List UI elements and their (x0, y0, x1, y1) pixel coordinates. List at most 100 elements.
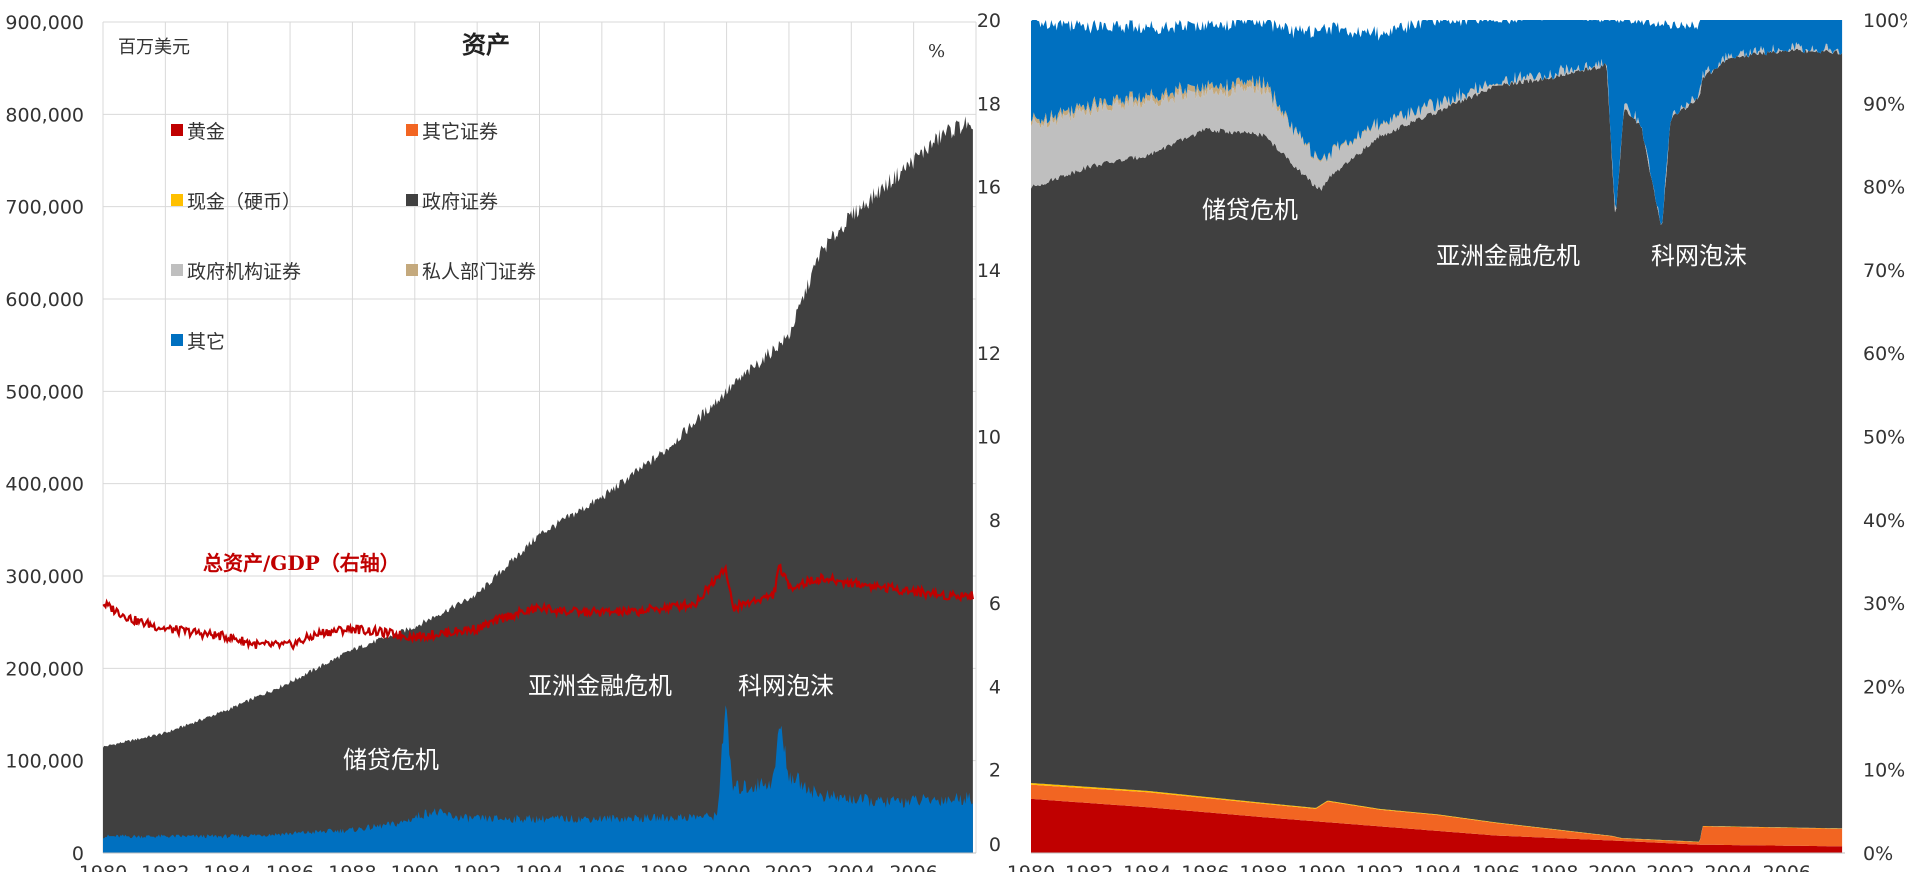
left-x-tick: 1996 (578, 862, 626, 872)
legend: 黄金 其它证券 现金（硬币） 政府证券 政府机构证券 私人部门证券 其它 (171, 121, 536, 353)
left-chart-areas (103, 116, 973, 854)
left-x-tick: 1994 (515, 862, 563, 872)
left-y-tick: 600,000 (5, 289, 84, 311)
right-area-6 (1031, 20, 1843, 225)
right-area-1 (1031, 784, 1843, 847)
left-x-tick: 1998 (640, 862, 688, 872)
left-x-tick: 2000 (702, 862, 750, 872)
legend-label-government: 政府证券 (422, 191, 498, 213)
right-y-tick-right: 10% (1863, 760, 1905, 782)
right-y-tick-right: 40% (1863, 510, 1905, 532)
left-x-tick: 2004 (827, 862, 875, 872)
annotation-asian-crisis-left: 亚洲金融危机 (528, 672, 672, 700)
legend-swatch-cash (171, 194, 183, 206)
right-y-tick-left: 8 (989, 510, 1001, 532)
right-y-tick-left: 0 (989, 834, 1001, 856)
left-right-unit-label: % (928, 41, 945, 62)
legend-label-other: 其它 (187, 331, 225, 353)
left-y-tick: 400,000 (5, 474, 84, 496)
right-x-tick: 1990 (1298, 862, 1346, 872)
left-y-tick: 900,000 (5, 12, 84, 34)
right-x-tick: 2002 (1646, 862, 1694, 872)
right-y-tick-left: 14 (977, 260, 1001, 282)
right-x-tick: 2006 (1763, 862, 1811, 872)
right-area-0 (1031, 798, 1843, 853)
left-y-tick: 700,000 (5, 197, 84, 219)
left-y-tick: 100,000 (5, 751, 84, 773)
right-x-tick: 1982 (1065, 862, 1113, 872)
legend-swatch-other-securities (406, 124, 418, 136)
legend-swatch-private (406, 264, 418, 276)
right-y-tick-right: 50% (1863, 427, 1905, 449)
area-total-assets (103, 116, 973, 854)
left-x-tick: 1992 (453, 862, 501, 872)
left-y-tick: 300,000 (5, 566, 84, 588)
right-y-tick-left: 16 (977, 177, 1001, 199)
ratio-line (102, 563, 974, 651)
annotation-dotcom-right: 科网泡沫 (1651, 242, 1747, 270)
right-y-tick-right: 20% (1863, 676, 1905, 698)
left-x-tick: 1986 (266, 862, 314, 872)
legend-swatch-other (171, 334, 183, 346)
right-x-tick: 1986 (1181, 862, 1229, 872)
left-x-tick: 1982 (141, 862, 189, 872)
right-x-tick: 1984 (1123, 862, 1171, 872)
right-area-4 (1031, 42, 1843, 225)
right-y-tick-left: 4 (989, 676, 1001, 698)
legend-label-gold: 黄金 (187, 121, 225, 143)
left-y-tick: 0 (72, 843, 84, 865)
right-y-tick-right: 90% (1863, 93, 1905, 115)
legend-swatch-agency (171, 264, 183, 276)
left-y-tick: 500,000 (5, 381, 84, 403)
right-y-tick-right: 70% (1863, 260, 1905, 282)
left-chart-ratio-line (102, 563, 974, 651)
left-x-tick: 1980 (79, 862, 127, 872)
right-y-tick-left: 2 (989, 760, 1001, 782)
right-y-tick-left: 12 (977, 343, 1001, 365)
right-y-tick-right: 60% (1863, 343, 1905, 365)
legend-label-private: 私人部门证券 (422, 261, 536, 283)
right-x-tick: 1998 (1530, 862, 1578, 872)
right-x-tick: 1980 (1007, 862, 1055, 872)
legend-label-cash: 现金（硬币） (187, 191, 301, 213)
chart-axes: 0 100,000 200,000 300,000 400,000 500,000 600,… (5, 10, 1907, 872)
annotation-asian-crisis-right: 亚洲金融危机 (1436, 242, 1580, 270)
left-unit-label: 百万美元 (118, 37, 190, 58)
right-area-3 (1031, 48, 1843, 842)
left-x-tick: 1990 (391, 862, 439, 872)
left-x-tick: 2006 (889, 862, 937, 872)
left-x-tick: 2002 (765, 862, 813, 872)
right-area-5 (1031, 42, 1843, 225)
annotation-sl-crisis-left: 储贷危机 (343, 746, 439, 774)
right-x-tick: 1988 (1239, 862, 1287, 872)
right-y-tick-left: 20 (977, 10, 1001, 32)
ratio-label: 总资产/GDP（右轴） (203, 551, 400, 575)
right-y-tick-left: 6 (989, 593, 1001, 615)
annotation-dotcom-left: 科网泡沫 (738, 672, 834, 700)
right-y-tick-right: 30% (1863, 593, 1905, 615)
left-y-tick: 800,000 (5, 104, 84, 126)
right-area-2 (1031, 783, 1843, 843)
annotation-sl-crisis-right: 储贷危机 (1202, 196, 1298, 224)
right-x-tick: 1992 (1356, 862, 1404, 872)
left-x-tick: 1984 (204, 862, 252, 872)
right-x-tick: 2004 (1705, 862, 1753, 872)
right-x-tick: 1996 (1472, 862, 1520, 872)
legend-swatch-gold (171, 124, 183, 136)
right-chart-areas (1031, 20, 1843, 853)
right-x-tick: 1994 (1414, 862, 1462, 872)
legend-label-other-securities: 其它证券 (422, 121, 498, 143)
right-x-tick: 2000 (1588, 862, 1636, 872)
right-y-tick-right: 0% (1863, 843, 1893, 865)
left-chart-title: 资产 (462, 30, 510, 59)
right-y-tick-left: 18 (977, 93, 1001, 115)
area-other-assets (103, 705, 973, 853)
right-y-tick-right: 100% (1863, 10, 1907, 32)
right-y-tick-right: 80% (1863, 177, 1905, 199)
legend-label-agency: 政府机构证券 (187, 261, 301, 283)
left-x-tick: 1988 (328, 862, 376, 872)
legend-swatch-government (406, 194, 418, 206)
right-y-tick-left: 10 (977, 427, 1001, 449)
left-y-tick: 200,000 (5, 658, 84, 680)
